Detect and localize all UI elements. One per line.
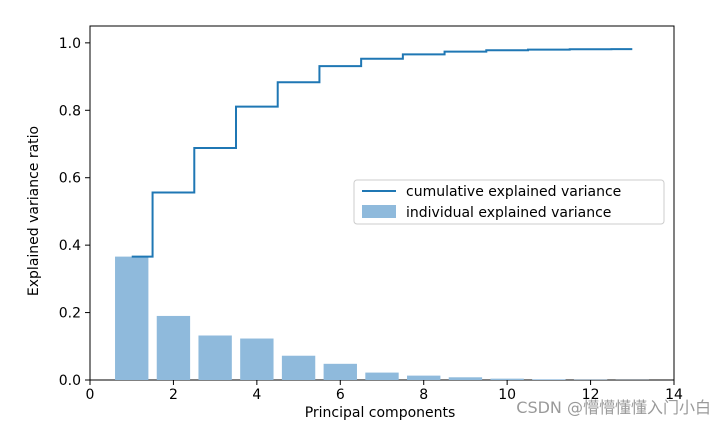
legend-entry-individual: individual explained variance xyxy=(406,205,611,221)
variance-bar xyxy=(281,355,316,380)
x-tick-label: 10 xyxy=(498,387,516,403)
y-axis-label: Explained variance ratio xyxy=(26,126,42,296)
variance-bar xyxy=(115,256,149,380)
x-tick-label: 8 xyxy=(419,387,428,403)
y-axis-ticks: 0.0 0.2 0.4 0.6 0.8 1.0 xyxy=(59,36,90,389)
variance-bar xyxy=(365,372,399,380)
x-tick-label: 4 xyxy=(252,387,261,403)
legend-entry-cumulative: cumulative explained variance xyxy=(406,184,621,200)
x-tick-label: 6 xyxy=(336,387,345,403)
cumulative-step-line xyxy=(131,48,633,258)
variance-bar xyxy=(532,379,566,380)
x-tick-label: 14 xyxy=(665,387,683,403)
legend: cumulative explained variance individual… xyxy=(353,179,665,225)
y-tick-label: 0.0 xyxy=(59,373,81,389)
y-tick-label: 0.4 xyxy=(59,238,81,254)
variance-bar xyxy=(240,338,274,380)
variance-bar xyxy=(407,375,441,380)
x-tick-label: 12 xyxy=(582,387,600,403)
variance-bar xyxy=(198,335,232,380)
x-tick-label: 0 xyxy=(86,387,95,403)
y-tick-label: 0.2 xyxy=(59,306,81,322)
variance-bar xyxy=(448,377,483,380)
variance-bar xyxy=(490,378,524,380)
variance-bar xyxy=(323,363,357,380)
variance-bar xyxy=(156,315,191,380)
x-axis-ticks: 0 2 4 6 8 10 12 14 xyxy=(86,380,683,403)
legend-box xyxy=(353,179,665,225)
x-tick-label: 2 xyxy=(169,387,178,403)
y-tick-label: 0.8 xyxy=(59,103,81,119)
legend-bar-swatch xyxy=(362,205,396,218)
watermark: CSDN @懵懵懂懂入门小白 xyxy=(516,398,711,417)
y-tick-label: 0.6 xyxy=(59,171,81,187)
variance-bars xyxy=(115,256,649,380)
y-tick-label: 1.0 xyxy=(59,36,81,52)
x-axis-label: Principal components xyxy=(305,405,456,421)
